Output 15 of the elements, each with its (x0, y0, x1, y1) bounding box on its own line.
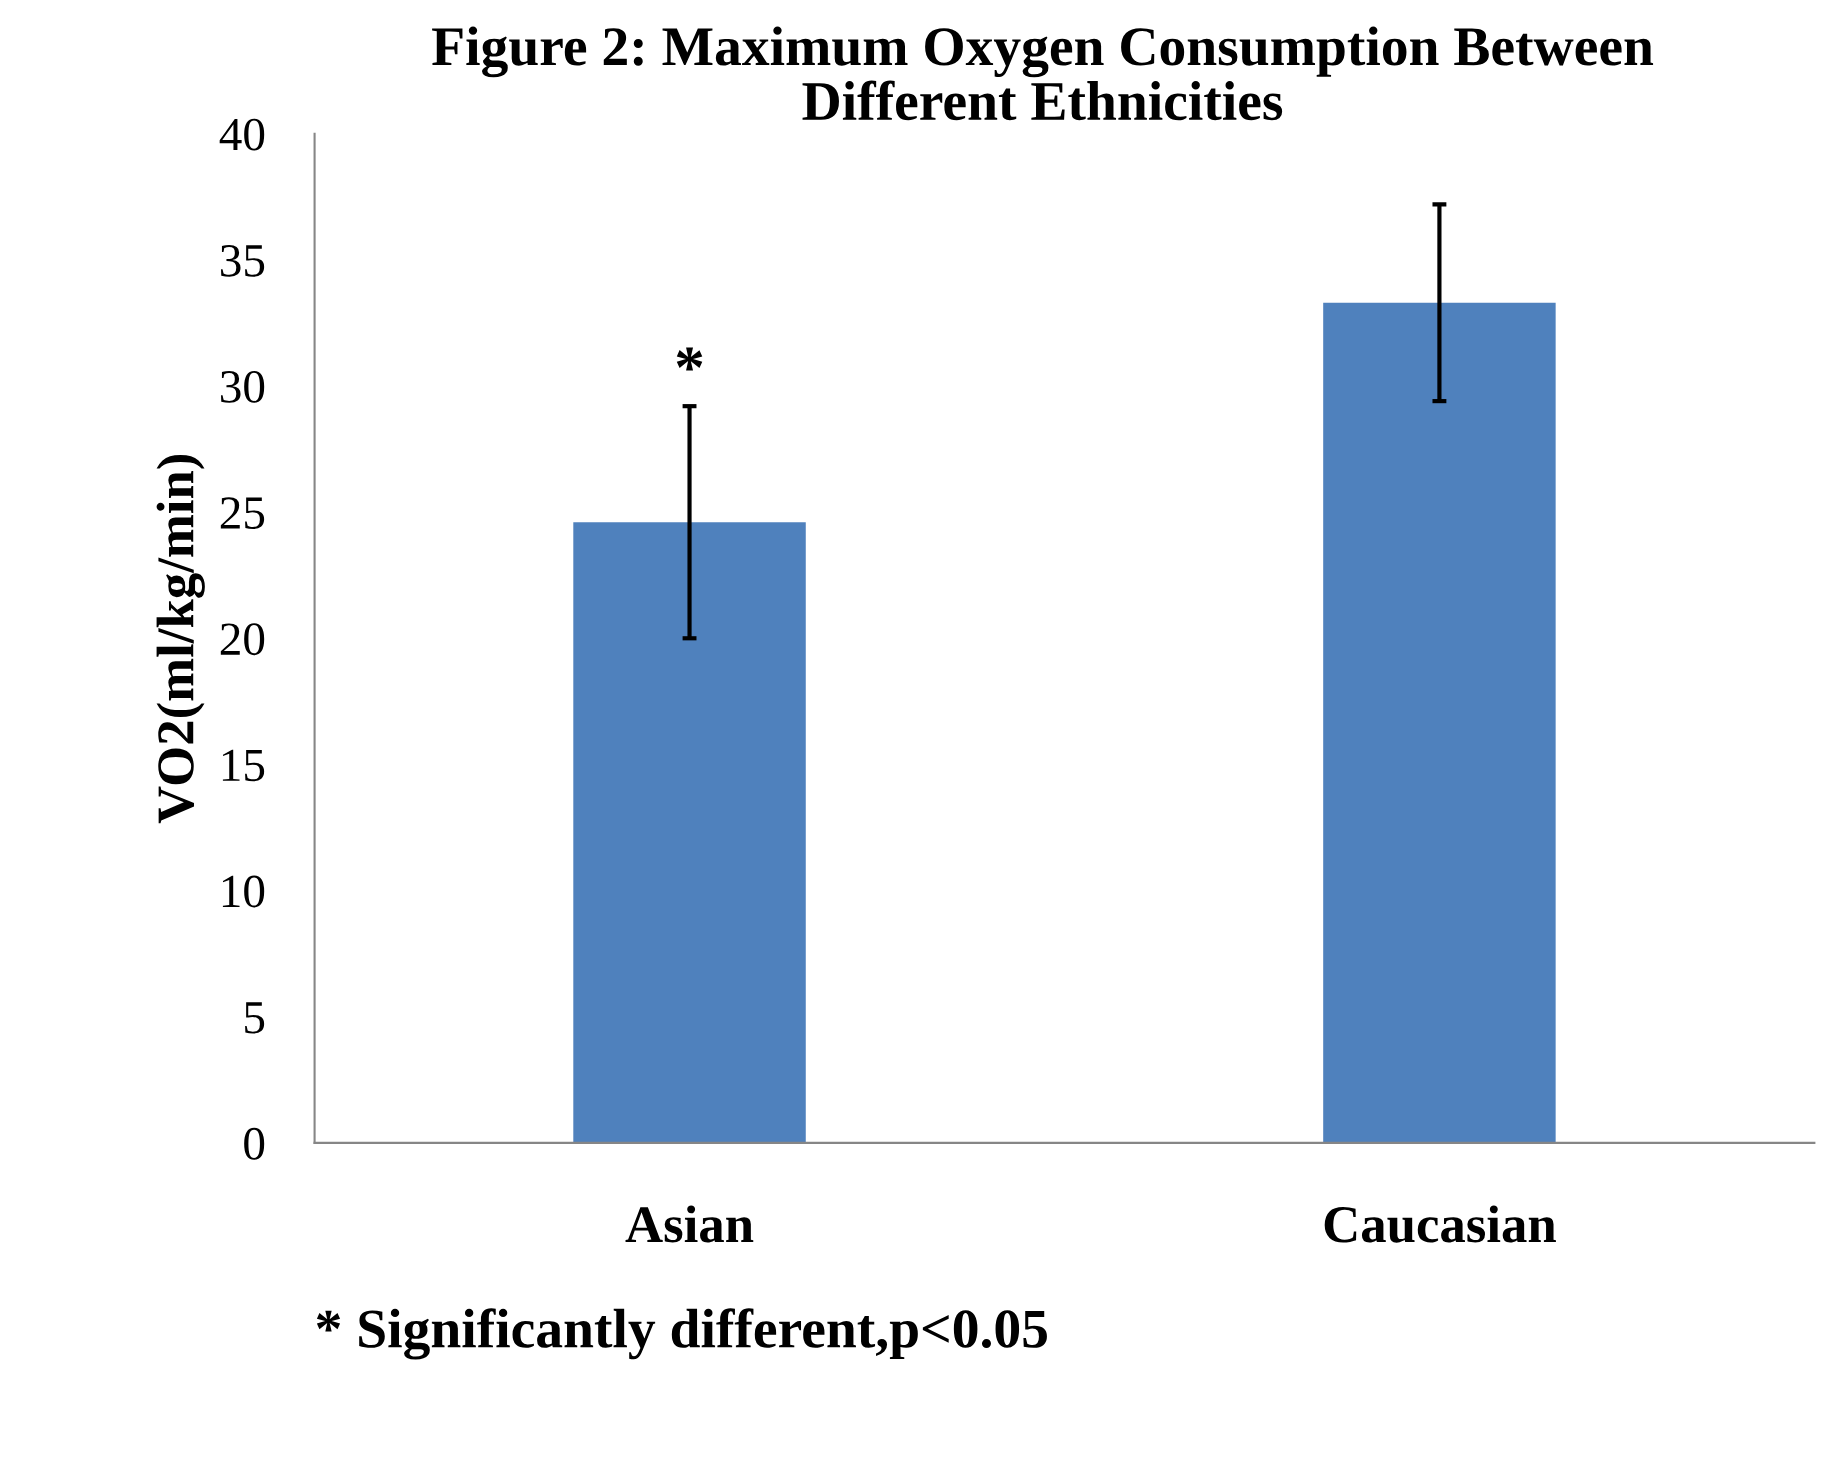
y-tick-label: 0 (244, 1127, 265, 1160)
y-tick-label: 40 (219, 118, 265, 151)
y-tick-label: 20 (220, 623, 265, 656)
y-tick-label: 15 (222, 749, 265, 782)
y-tick-label: 35 (221, 244, 265, 277)
x-tick-label: Caucasian (1324, 1205, 1556, 1243)
y-tick-label: 30 (221, 370, 265, 403)
x-tick-label: Asian (625, 1205, 754, 1243)
text: * Significantly different,p<0.05 (316, 1308, 1047, 1360)
annotation: * (676, 347, 703, 371)
y-tick-label: 25 (220, 497, 265, 529)
chart-title: Figure 2: Maximum Oxygen Consumption Between Different Ethnicities (432, 26, 1654, 121)
y-tick-label: 10 (222, 875, 265, 908)
y-tick-label: 5 (245, 1002, 265, 1034)
y-axis-title: VO2(ml/kg/min) (156, 454, 205, 824)
